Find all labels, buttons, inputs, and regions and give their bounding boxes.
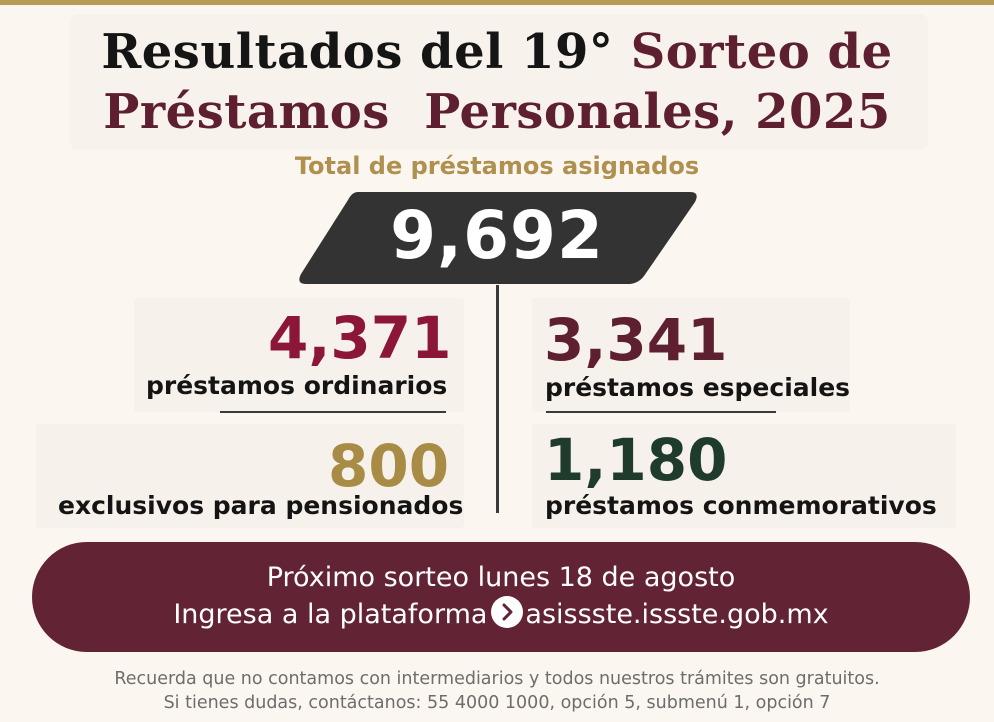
title-dark-part: Resultados del 19° [101, 24, 614, 80]
stat-panel-conmemorativos [532, 424, 956, 528]
conmemorativos-value: 1,180 [544, 426, 728, 494]
especiales-underline [546, 411, 776, 413]
title-background [70, 14, 928, 150]
stat-panel-pensionados [36, 424, 464, 528]
pensionados-value: 800 [328, 432, 450, 500]
especiales-value: 3,341 [544, 306, 728, 374]
next-draw-text: Próximo sorteo lunes 18 de agosto [266, 562, 736, 593]
conmemorativos-label: préstamos conmemorativos [545, 491, 937, 520]
top-accent-bar [0, 0, 994, 5]
total-badge-shape [299, 192, 697, 284]
platform-link[interactable]: asissste.issste.gob.mx [525, 599, 829, 630]
total-loans-value: 9,692 [390, 197, 604, 274]
page-title-line-1: Resultados del 19° Sorteo de [0, 22, 994, 82]
footer-disclaimer: Recuerda que no contamos con intermediar… [114, 669, 880, 689]
title-wine-part: Sorteo de [630, 24, 893, 80]
ordinarios-underline [220, 411, 446, 413]
center-divider [496, 285, 499, 513]
chevron-right-circle-icon [491, 596, 524, 628]
especiales-label: préstamos especiales [545, 373, 851, 402]
ordinarios-label: préstamos ordinarios [146, 371, 448, 400]
total-subtitle: Total de préstamos asignados [294, 152, 700, 180]
platform-line: Ingresa a la plataforma asissste.issste.g… [32, 596, 970, 633]
ordinarios-value: 4,371 [268, 304, 452, 372]
stat-panel-ordinarios [134, 298, 464, 412]
stat-panel-especiales [532, 298, 850, 412]
platform-prefix: Ingresa a la plataforma [173, 599, 488, 630]
pensionados-label: exclusivos para pensionados [58, 491, 464, 520]
page-title-line-2: Préstamos Personales, 2025 [103, 84, 891, 140]
footer-contact: Si tienes dudas, contáctanos: 55 4000 10… [163, 693, 831, 713]
